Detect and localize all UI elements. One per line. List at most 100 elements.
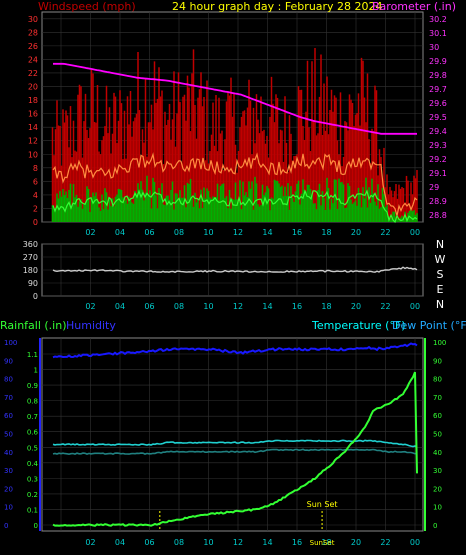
barometer-y-tick-label: 29.1 bbox=[429, 169, 447, 178]
temperature-line bbox=[52, 439, 418, 449]
sunset-tick-label: SunSet bbox=[310, 539, 335, 547]
direction-x-tick-label: 12 bbox=[233, 302, 243, 311]
temperature-y-tick-label: 50 bbox=[433, 431, 442, 439]
rain-y-tick-label: 0.3 bbox=[27, 475, 38, 483]
humidity-y-tick-label: 10 bbox=[4, 504, 13, 512]
barometer-y-tick-label: 29.8 bbox=[429, 71, 447, 80]
rain-y-tick-label: 0.9 bbox=[27, 382, 38, 390]
wind-y-tick-label: 30 bbox=[28, 15, 38, 24]
wind-y-tick-label: 8 bbox=[33, 164, 38, 173]
rain-y-tick-label: 1 bbox=[34, 367, 38, 375]
barometer-y-tick-label: 30.2 bbox=[429, 15, 447, 24]
rain-x-tick-label: 14 bbox=[262, 538, 272, 547]
temperature-y-tick-label: 40 bbox=[433, 449, 442, 457]
rain-y-tick-label: 0.8 bbox=[27, 398, 38, 406]
wind-y-tick-label: 2 bbox=[33, 204, 38, 213]
rain-y-tick-label: 0.1 bbox=[27, 506, 38, 514]
direction-x-tick-label: 08 bbox=[174, 302, 184, 311]
rain-x-tick-label: 22 bbox=[380, 538, 390, 547]
wind-y-tick-label: 12 bbox=[28, 137, 38, 146]
direction-x-tick-label: 04 bbox=[115, 302, 125, 311]
barometer-y-tick-label: 29.4 bbox=[429, 127, 447, 136]
temperature-y-tick-label: 80 bbox=[433, 376, 442, 384]
direction-y-tick-label: 90 bbox=[28, 279, 38, 288]
temperature-y-tick-label: 0 bbox=[433, 522, 437, 530]
dewpoint-axis-label: Dew Point (°F) bbox=[392, 319, 466, 332]
lull-wind-line bbox=[52, 189, 418, 224]
wind-x-tick-label: 10 bbox=[203, 228, 213, 237]
wind-y-tick-label: 24 bbox=[28, 55, 38, 64]
wind-x-tick-label: 00 bbox=[410, 228, 420, 237]
wind-x-tick-label: 02 bbox=[85, 228, 95, 237]
humidity-y-tick-label: 80 bbox=[4, 376, 13, 384]
barometer-y-tick-label: 29.2 bbox=[429, 155, 447, 164]
direction-y-tick-label: 360 bbox=[23, 240, 38, 249]
rainfall-line bbox=[52, 371, 418, 527]
barometer-y-tick-label: 29.7 bbox=[429, 85, 447, 94]
wind-panel: 02468101214161820222426283028.828.92929.… bbox=[28, 12, 447, 237]
humidity-y-tick-label: 70 bbox=[4, 394, 13, 402]
humidity-y-tick-label: 60 bbox=[4, 412, 13, 420]
rain-x-tick-label: 06 bbox=[144, 538, 154, 547]
compass-label: N bbox=[436, 238, 444, 251]
rain-y-tick-label: 0.5 bbox=[27, 444, 38, 452]
humidity-line bbox=[52, 342, 418, 359]
rain-x-tick-label: 20 bbox=[351, 538, 361, 547]
wind-x-tick-label: 14 bbox=[262, 228, 272, 237]
compass-label: E bbox=[437, 283, 444, 296]
sunset-label: Sun Set bbox=[307, 500, 338, 509]
humidity-y-tick-label: 90 bbox=[4, 357, 13, 365]
direction-x-tick-label: 18 bbox=[321, 302, 331, 311]
wind-y-tick-label: 28 bbox=[28, 28, 38, 37]
humidity-axis-label: Humidity bbox=[66, 319, 116, 332]
wind-x-tick-label: 22 bbox=[380, 228, 390, 237]
rain-y-tick-label: 0 bbox=[34, 522, 38, 530]
barometer-y-tick-label: 28.9 bbox=[429, 197, 447, 206]
rain-y-tick-label: 0.2 bbox=[27, 491, 38, 499]
wind-x-tick-label: 04 bbox=[115, 228, 125, 237]
direction-x-tick-label: 00 bbox=[410, 302, 420, 311]
rain-x-tick-label: 00 bbox=[410, 538, 420, 547]
humidity-y-tick-label: 0 bbox=[4, 522, 8, 530]
direction-y-tick-label: 180 bbox=[23, 266, 38, 275]
rain-panel: 010203040506070809010000.10.20.30.40.50.… bbox=[4, 338, 446, 547]
barometer-y-tick-label: 29.3 bbox=[429, 141, 447, 150]
rain-x-tick-label: 10 bbox=[203, 538, 213, 547]
temperature-axis-label: Temperature (°F) bbox=[311, 319, 406, 332]
wind-y-tick-label: 20 bbox=[28, 83, 38, 92]
compass-label: S bbox=[437, 268, 444, 281]
wind-y-tick-label: 4 bbox=[33, 191, 38, 200]
compass-label: W bbox=[435, 253, 446, 266]
wind-x-tick-label: 06 bbox=[144, 228, 154, 237]
temperature-y-tick-label: 10 bbox=[433, 504, 442, 512]
barometer-y-tick-label: 29.9 bbox=[429, 57, 447, 66]
average-wind-line bbox=[52, 152, 418, 216]
wind-y-tick-label: 22 bbox=[28, 69, 38, 78]
direction-y-tick-label: 0 bbox=[33, 292, 38, 301]
rain-x-tick-label: 16 bbox=[292, 538, 302, 547]
temperature-y-tick-label: 20 bbox=[433, 485, 442, 493]
rain-x-tick-label: 12 bbox=[233, 538, 243, 547]
wind-y-tick-label: 0 bbox=[33, 218, 38, 227]
rain-x-tick-label: 02 bbox=[85, 538, 95, 547]
barometer-axis-label: Barometer (.in) bbox=[372, 0, 456, 13]
direction-x-tick-label: 06 bbox=[144, 302, 154, 311]
wind-y-tick-label: 6 bbox=[33, 177, 38, 186]
wind-y-tick-label: 16 bbox=[28, 110, 38, 119]
rain-x-tick-label: 18 bbox=[321, 538, 331, 547]
barometer-y-tick-label: 29.6 bbox=[429, 99, 447, 108]
direction-y-tick-label: 270 bbox=[23, 253, 38, 262]
temperature-y-tick-label: 70 bbox=[433, 394, 442, 402]
humidity-y-tick-label: 100 bbox=[4, 339, 17, 347]
direction-x-tick-label: 22 bbox=[380, 302, 390, 311]
barometer-y-tick-label: 29.5 bbox=[429, 113, 447, 122]
direction-x-tick-label: 02 bbox=[85, 302, 95, 311]
wind-x-tick-label: 16 bbox=[292, 228, 302, 237]
humidity-y-tick-label: 50 bbox=[4, 431, 13, 439]
humidity-y-tick-label: 40 bbox=[4, 449, 13, 457]
humidity-y-tick-label: 20 bbox=[4, 485, 13, 493]
wind-x-tick-label: 18 bbox=[321, 228, 331, 237]
